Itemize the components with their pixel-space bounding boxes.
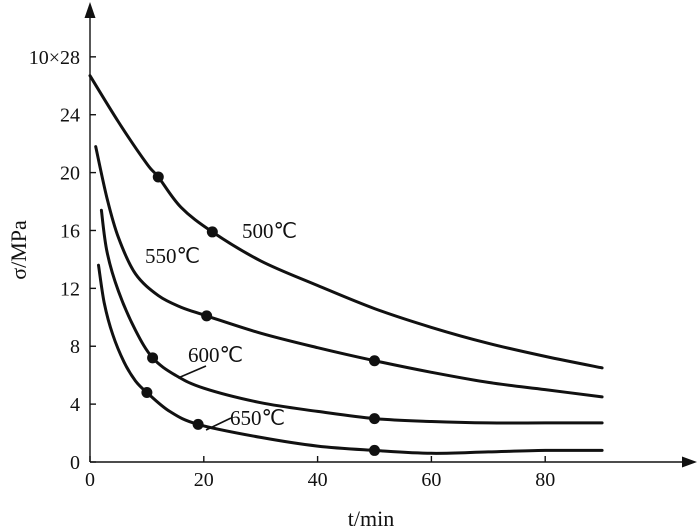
x-tick-label: 20	[194, 469, 214, 491]
x-axis-title: t/min	[348, 506, 394, 531]
label-leader-line	[205, 417, 232, 431]
data-point	[369, 355, 380, 367]
series-label: 600℃	[188, 343, 243, 367]
series-line	[94, 145, 604, 399]
y-tick-label: 24	[60, 105, 80, 127]
x-tick-label: 60	[421, 469, 441, 491]
x-tick-label: 40	[308, 469, 328, 491]
data-point	[369, 444, 380, 456]
x-tick-label: 0	[85, 469, 95, 491]
y-tick-label: 4	[70, 394, 80, 416]
series-line	[99, 208, 604, 425]
series-curves	[88, 74, 604, 455]
series-line	[88, 74, 604, 370]
y-tick-label: 10×28	[29, 47, 80, 69]
data-markers	[141, 171, 380, 456]
y-axis-arrow	[84, 2, 96, 18]
data-point	[192, 418, 204, 430]
label-leader-line	[177, 365, 207, 379]
ticks: 0 20 40 60 80 0 4 8 12 16 20 24 10×28	[29, 47, 555, 491]
y-tick-label: 20	[60, 163, 80, 185]
data-point	[201, 310, 213, 322]
x-axis-arrow	[682, 456, 697, 468]
y-axis-title: σ/MPa	[6, 220, 31, 280]
data-point	[369, 413, 380, 425]
series-label: 650℃	[230, 406, 285, 430]
series-labels: 500℃ 550℃ 600℃ 650℃	[145, 219, 297, 431]
data-point	[147, 352, 159, 364]
axes	[84, 2, 697, 468]
data-point	[206, 226, 218, 238]
x-tick-label: 80	[535, 469, 555, 491]
series-label: 500℃	[242, 219, 297, 243]
y-tick-label: 12	[60, 278, 80, 300]
y-tick-label: 8	[70, 336, 80, 358]
series-label: 550℃	[145, 244, 200, 268]
data-point	[141, 387, 153, 399]
data-point	[152, 171, 164, 183]
series-line	[97, 263, 604, 455]
y-tick-label: 0	[70, 452, 80, 474]
y-tick-label: 16	[60, 220, 80, 242]
